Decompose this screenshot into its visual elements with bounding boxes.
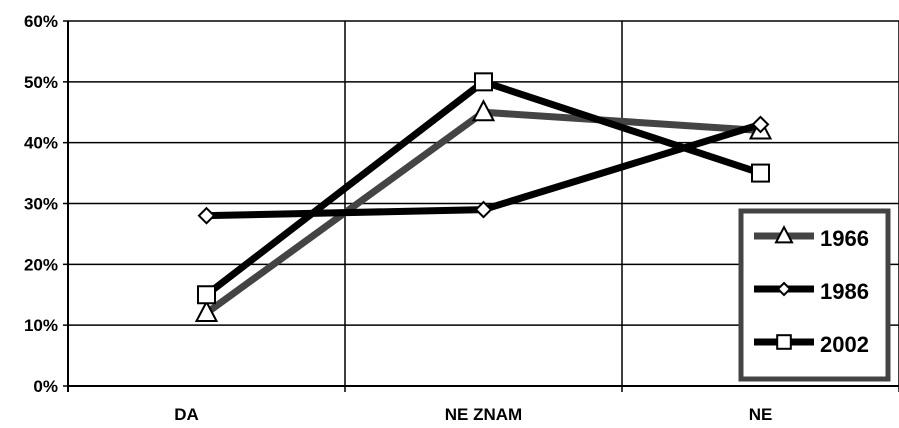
y-axis-tick-labels: 0% 10% 20% 30% 40% 50% 60%: [24, 12, 58, 396]
x-axis-category-labels: DA NE ZNAM NE: [174, 405, 772, 424]
y-tick-label: 50%: [24, 73, 58, 92]
data-point-1986-ne-znam: [474, 200, 493, 219]
data-point-1986-da: [197, 206, 216, 225]
y-tick-label: 10%: [24, 316, 58, 335]
data-point-1966-da: [194, 299, 219, 322]
x-category-label: NE ZNAM: [445, 405, 522, 424]
data-point-1966-ne-znam: [471, 99, 496, 122]
legend-label-1986: 1986: [820, 279, 869, 304]
legend-marker-1966: [774, 225, 794, 244]
data-point-2002-da: [197, 285, 216, 305]
legend-label-2002: 2002: [820, 332, 869, 357]
data-point-1986-ne: [751, 115, 770, 134]
legend-marker-1986: [776, 281, 792, 297]
data-point-2002-ne: [751, 163, 770, 183]
y-tick-label: 0%: [33, 377, 58, 396]
legend-label-1966: 1966: [820, 226, 869, 251]
y-tick-label: 60%: [24, 12, 58, 31]
series-markers: [194, 72, 773, 322]
y-tick-label: 30%: [24, 195, 58, 214]
legend: 1966 1986 2002: [738, 208, 891, 382]
y-tick-label: 40%: [24, 134, 58, 153]
x-category-label: NE: [749, 405, 773, 424]
axes: [63, 20, 899, 392]
data-point-2002-ne-znam: [474, 72, 493, 92]
x-category-label: DA: [174, 405, 199, 424]
legend-marker-2002: [776, 334, 792, 350]
y-tick-label: 20%: [24, 255, 58, 274]
